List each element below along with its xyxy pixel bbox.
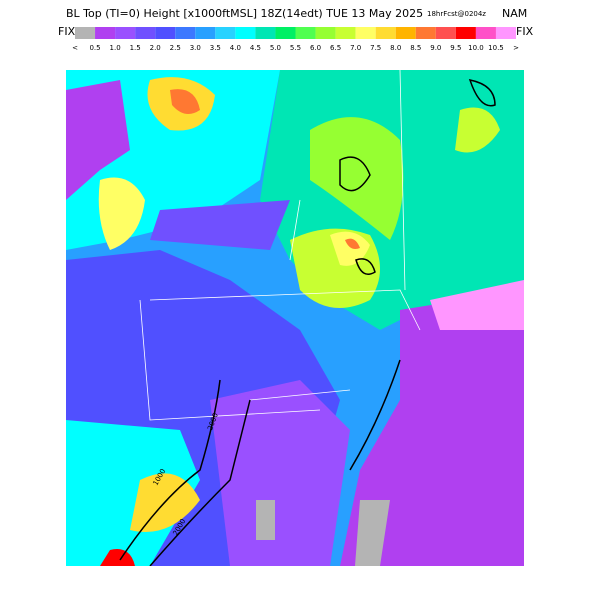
colorbar-label: 4.5 <box>250 44 261 52</box>
field-ocean-purple <box>340 290 524 566</box>
forecast-label: 18hrFcst@0204z <box>427 10 486 18</box>
colorbar-swatch <box>295 27 316 39</box>
colorbar: <0.5 1.0 1.5 2.0 2.5 3.0 3.5 4.0 4.5 5.0 5.5 6.0 6.5… <box>72 27 519 52</box>
colorbar-swatch <box>135 27 156 39</box>
colorbar-swatch <box>195 27 216 39</box>
fix-left: FIX <box>58 25 76 38</box>
colorbar-label: 7.5 <box>370 44 381 52</box>
colorbar-swatch <box>155 27 176 39</box>
colorbar-swatch <box>395 27 416 39</box>
contours <box>119 79 496 566</box>
colorbar-label: 3.0 <box>190 44 201 52</box>
colorbar-swatch <box>75 27 96 39</box>
colorbar-label: 1.5 <box>130 44 141 52</box>
colorbar-swatch <box>275 27 296 39</box>
colorbar-label: 2.0 <box>150 44 161 52</box>
colorbar-label: 2.5 <box>170 44 181 52</box>
field-lime <box>310 117 404 240</box>
colorbar-label: 10.5 <box>488 44 504 52</box>
colorbar-swatch <box>375 27 396 39</box>
model-label: NAM <box>502 7 527 20</box>
field-purple <box>210 380 350 566</box>
colorbar-label: 1.0 <box>110 44 121 52</box>
colorbar-swatch <box>355 27 376 39</box>
field-cyan <box>66 420 200 566</box>
field-pink <box>430 280 524 330</box>
field-lime <box>455 107 500 153</box>
colorbar-swatch <box>475 27 496 39</box>
colorbar-label: 9.5 <box>450 44 461 52</box>
colorbar-label: 8.0 <box>390 44 401 52</box>
colorbar-swatch <box>455 27 476 39</box>
colorbar-swatch <box>175 27 196 39</box>
colorbar-label: 6.0 <box>310 44 321 52</box>
field-red <box>100 549 135 566</box>
field-violet <box>150 200 290 250</box>
field-yellow <box>330 231 370 266</box>
colorbar-label: 10.0 <box>468 44 484 52</box>
colorbar-swatch <box>255 27 276 39</box>
colorbar-swatch <box>95 27 116 39</box>
colorbar-label: < <box>72 44 78 52</box>
colorbar-label: 3.5 <box>210 44 221 52</box>
colorbar-label: 5.0 <box>270 44 281 52</box>
fix-right: FIX <box>516 25 534 38</box>
boundaries <box>139 70 421 421</box>
colorbar-label: 6.5 <box>330 44 341 52</box>
colorbar-swatch <box>415 27 436 39</box>
field-gray <box>355 500 390 566</box>
colorbar-label: 0.5 <box>89 44 100 52</box>
field-orange <box>345 238 360 249</box>
field-gray <box>256 500 275 540</box>
colorbar-swatch <box>115 27 136 39</box>
colorbar-label: 5.5 <box>290 44 301 52</box>
field-yellow <box>98 177 145 250</box>
colorbar-swatch <box>215 27 236 39</box>
colorbar-swatch <box>335 27 356 39</box>
field-purple <box>66 80 130 200</box>
colorbar-swatch <box>235 27 256 39</box>
colorbar-label: 7.0 <box>350 44 361 52</box>
colorbar-swatch <box>435 27 456 39</box>
colorbar-label: > <box>513 44 519 52</box>
colorbar-label: 4.0 <box>230 44 241 52</box>
colorbar-swatch <box>495 27 516 39</box>
title: BL Top (TI=0) Height [x1000ftMSL] 18Z(14… <box>66 7 423 20</box>
map: 1000 2000 2000 <box>66 70 524 566</box>
colorbar-label: 9.0 <box>430 44 441 52</box>
colorbar-swatch <box>315 27 336 39</box>
colorbar-label: 8.5 <box>410 44 421 52</box>
field-orange <box>170 89 200 114</box>
